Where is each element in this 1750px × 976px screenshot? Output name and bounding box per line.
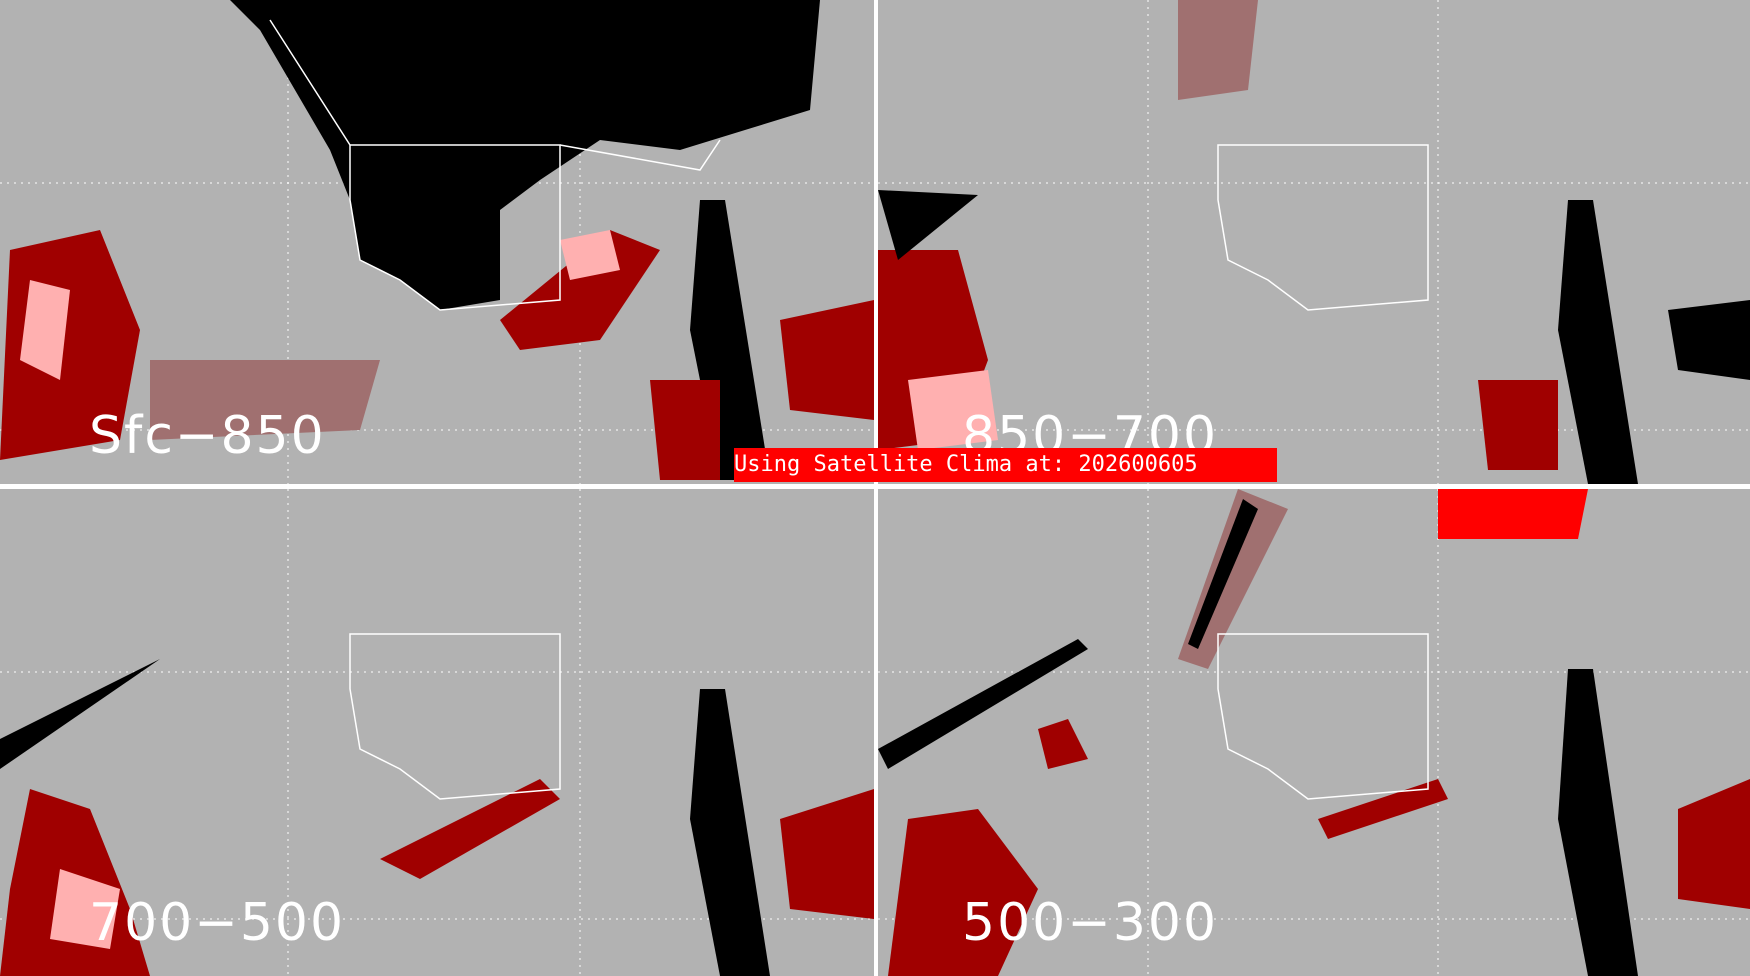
layer-label: 700−500 (89, 893, 346, 953)
map-layer (878, 0, 1750, 484)
map-panel-700-500: 700−500 (0, 489, 874, 976)
map-panel-sfc-850: Sfc−850 (0, 0, 874, 484)
map-layer (0, 0, 874, 484)
no-data-region (230, 0, 820, 310)
satellite-climatology-banner: Using Satellite Clima at: 202600605 (734, 448, 1277, 482)
layer-label: 500−300 (962, 893, 1219, 953)
map-panel-500-300: 500−300 (878, 489, 1750, 976)
map-layer (878, 489, 1750, 976)
map-panel-850-700: 850−700 (878, 0, 1750, 484)
map-layer (0, 489, 874, 976)
layer-label: Sfc−850 (89, 406, 326, 466)
